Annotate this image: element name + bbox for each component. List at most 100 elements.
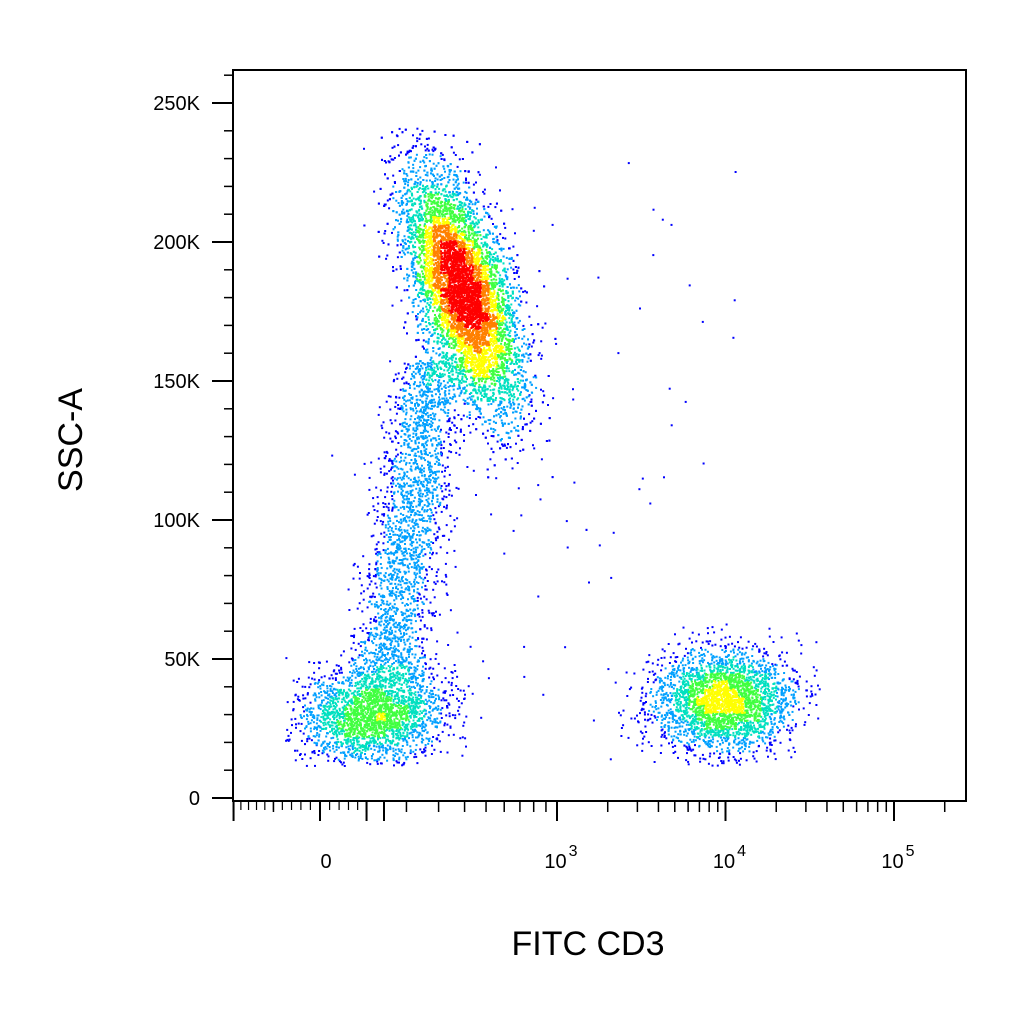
event-dot <box>642 668 645 671</box>
event-dot <box>403 632 405 635</box>
event-dot <box>446 706 449 709</box>
event-dot <box>429 468 432 471</box>
event-dot <box>414 511 417 514</box>
event-dot <box>652 673 655 676</box>
event-dot <box>332 670 335 673</box>
event-dot <box>772 641 775 643</box>
event-dot <box>319 708 322 711</box>
event-dot <box>357 667 360 670</box>
event-dot <box>374 575 377 578</box>
event-dot <box>402 763 405 766</box>
event-dot <box>447 181 450 184</box>
event-dot <box>724 647 727 650</box>
event-dot <box>427 490 430 493</box>
event-dot <box>396 453 399 456</box>
event-dot <box>433 707 436 710</box>
event-dot <box>782 687 785 690</box>
event-dot <box>492 241 495 243</box>
event-dot <box>403 570 406 573</box>
event-dot <box>769 729 772 732</box>
event-dot <box>400 653 403 656</box>
event-dot <box>423 412 425 415</box>
event-dot <box>313 715 316 718</box>
event-dot <box>416 316 419 319</box>
event-dot <box>405 408 408 411</box>
event-dot <box>402 245 405 248</box>
event-dot <box>446 751 449 754</box>
event-dot <box>403 582 406 585</box>
event-dot <box>510 266 513 269</box>
event-dot <box>792 705 795 708</box>
event-dot <box>419 431 422 434</box>
event-dot <box>373 619 376 622</box>
event-dot <box>414 180 417 183</box>
event-dot <box>338 760 341 763</box>
event-dot <box>414 355 417 358</box>
event-dot <box>406 312 409 315</box>
event-dot <box>540 354 543 357</box>
event-dot <box>512 322 515 325</box>
event-dot <box>773 739 776 742</box>
event-dot <box>425 441 428 444</box>
event-dot <box>403 382 406 385</box>
event-dot <box>436 470 439 473</box>
event-dot <box>368 488 371 491</box>
event-dot <box>667 694 669 697</box>
event-dot <box>353 562 356 565</box>
event-dot <box>354 662 357 665</box>
event-dot <box>385 648 388 651</box>
event-dot <box>442 697 445 700</box>
event-dot <box>686 741 689 744</box>
event-dot <box>432 162 435 165</box>
event-dot <box>292 700 295 703</box>
event-dot <box>317 714 320 717</box>
event-dot <box>387 648 390 651</box>
event-dot <box>331 677 334 680</box>
event-dot <box>420 435 423 438</box>
event-dot <box>700 654 703 656</box>
event-dot <box>389 408 392 411</box>
event-dot <box>421 567 424 570</box>
event-dot <box>368 476 371 479</box>
event-dot <box>406 214 409 217</box>
event-dot <box>566 546 569 549</box>
event-dot <box>702 653 705 656</box>
event-dot <box>782 692 785 695</box>
event-dot <box>389 536 392 538</box>
event-dot <box>421 656 424 659</box>
event-dot <box>387 506 390 509</box>
event-dot <box>512 312 514 315</box>
event-dot <box>401 580 404 583</box>
event-dot <box>340 666 343 669</box>
event-dot <box>422 649 425 652</box>
event-dot <box>739 757 742 760</box>
event-dot <box>457 414 460 416</box>
event-dot <box>381 513 384 516</box>
event-dot <box>516 254 519 257</box>
event-dot <box>395 396 398 399</box>
event-dot <box>362 623 365 626</box>
event-dot <box>378 616 380 619</box>
event-dot <box>453 439 456 442</box>
event-dot <box>808 702 811 705</box>
event-dot <box>694 744 696 747</box>
event-dot <box>780 720 783 723</box>
event-dot <box>417 313 419 315</box>
event-dot <box>397 748 400 751</box>
event-dot <box>755 670 758 673</box>
event-dot <box>382 421 385 424</box>
event-dot <box>369 617 372 620</box>
event-dot <box>443 177 446 179</box>
event-dot <box>405 741 408 744</box>
event-dot <box>318 661 321 664</box>
event-dot <box>412 257 415 260</box>
event-dot <box>423 654 426 657</box>
event-dot <box>525 396 528 399</box>
event-dot <box>399 541 402 544</box>
event-dot <box>354 648 357 651</box>
event-dot <box>739 636 742 639</box>
event-dot <box>408 296 411 299</box>
event-dot <box>514 326 517 329</box>
event-dot <box>378 551 381 554</box>
event-dot <box>773 673 776 675</box>
